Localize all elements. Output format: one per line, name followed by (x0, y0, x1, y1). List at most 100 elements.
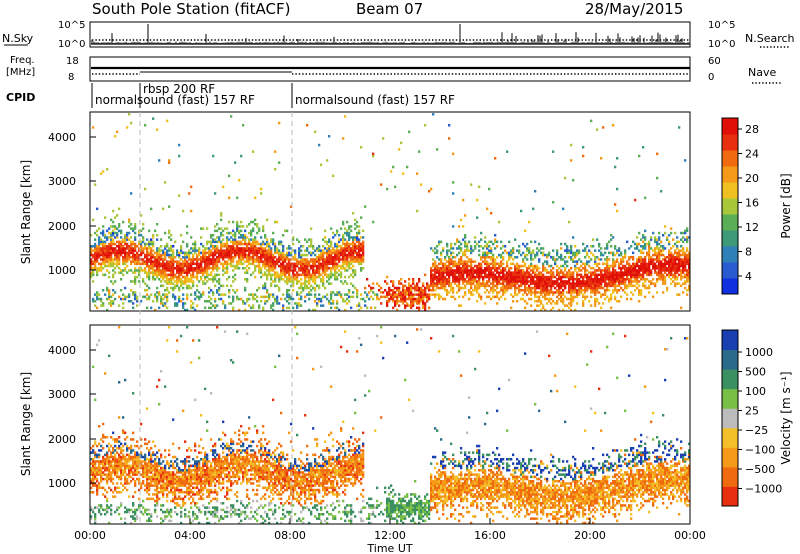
power-cell (148, 275, 151, 279)
power-cell (160, 269, 163, 272)
power-cell (302, 271, 305, 274)
power-cell (266, 275, 269, 279)
power-cell (420, 291, 423, 294)
power-cell (486, 280, 489, 283)
power-cell (248, 293, 251, 296)
power-cell (170, 234, 173, 237)
power-cell (152, 271, 155, 274)
power-cell (474, 284, 477, 288)
power-cell (220, 247, 223, 250)
power-cell (566, 275, 569, 279)
power-cell (172, 286, 175, 290)
power-cell (490, 273, 493, 277)
power-cell (254, 247, 257, 250)
power-cell (328, 251, 331, 255)
power-cell (346, 262, 349, 266)
power-cell (158, 249, 161, 252)
power-cell (570, 295, 573, 299)
power-cell (158, 293, 161, 296)
power-cell (300, 245, 303, 248)
power-cell (598, 286, 601, 290)
power-cell (544, 267, 547, 270)
power-cell (290, 278, 293, 281)
power-cell (124, 286, 127, 290)
power-cell (216, 251, 219, 255)
power-cell (428, 286, 431, 290)
power-cell (654, 258, 657, 261)
power-cell (612, 264, 615, 268)
power-cell (492, 260, 495, 263)
power-cell (528, 297, 531, 301)
power-cell (306, 275, 309, 279)
power-cell (128, 238, 131, 241)
power-cell (570, 286, 573, 290)
power-cell (524, 280, 527, 283)
power-cell (564, 304, 567, 307)
power-cell (480, 245, 483, 248)
power-cell (128, 300, 131, 303)
power-cell (196, 278, 199, 281)
power-cell (260, 242, 263, 246)
power-cell (158, 269, 161, 272)
power-cell (158, 264, 161, 268)
power-cell (310, 293, 313, 296)
power-cell (430, 280, 433, 283)
power-cell (274, 245, 277, 248)
power-cell (344, 115, 347, 118)
power-cell (534, 291, 537, 294)
power-cell (404, 291, 407, 294)
power-cell (516, 249, 519, 252)
power-cell (428, 297, 431, 301)
power-cell (240, 256, 243, 259)
power-cell (294, 302, 297, 305)
power-cell (104, 247, 107, 250)
power-cell (430, 282, 433, 285)
power-cell (446, 271, 449, 274)
power-cell (598, 284, 601, 288)
power-cell (328, 135, 331, 138)
power-cell (584, 297, 587, 301)
power-cell (476, 280, 479, 283)
power-cell (108, 289, 111, 292)
power-cell (560, 271, 563, 274)
power-cell (448, 273, 451, 277)
power-cell (630, 284, 633, 288)
power-cell (596, 278, 599, 281)
power-cell (218, 278, 221, 281)
power-cell (418, 300, 421, 303)
power-cell (510, 306, 513, 310)
power-cell (196, 260, 199, 263)
power-cell (480, 295, 483, 299)
power-cell (108, 231, 111, 235)
power-cell (256, 295, 259, 299)
power-cell (302, 289, 305, 292)
power-cell (494, 234, 497, 237)
power-cell (610, 297, 613, 301)
power-cell (360, 245, 363, 248)
power-cell (178, 267, 181, 270)
power-cell (372, 297, 375, 301)
power-cell (476, 286, 479, 290)
power-cell (452, 286, 455, 290)
power-cell (266, 269, 269, 272)
power-cell (302, 262, 305, 266)
power-cell (660, 278, 663, 281)
power-cell (248, 253, 251, 257)
power-cell (626, 271, 629, 274)
power-cell (566, 291, 569, 294)
power-cell (198, 264, 201, 268)
power-cell (96, 273, 99, 277)
power-cell (318, 260, 321, 263)
power-cell (660, 269, 663, 272)
power-cell (212, 260, 215, 263)
power-cell (562, 282, 565, 285)
power-cell (450, 245, 453, 248)
power-cell (312, 286, 315, 290)
power-cell (506, 286, 509, 290)
power-cell (630, 278, 633, 281)
power-cell (524, 291, 527, 294)
power-cell (316, 260, 319, 263)
power-cell (156, 128, 159, 131)
power-cell (618, 273, 621, 277)
power-cell (550, 297, 553, 301)
